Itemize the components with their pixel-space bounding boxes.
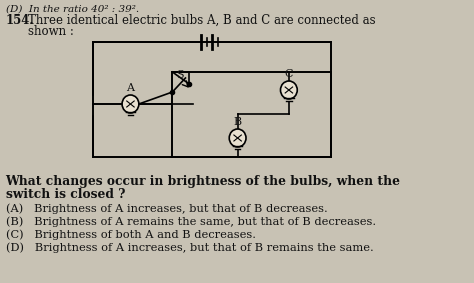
Text: (D)  In the ratio 40² : 39².: (D) In the ratio 40² : 39². xyxy=(6,5,139,14)
Circle shape xyxy=(122,95,139,113)
Text: shown :: shown : xyxy=(28,25,74,38)
Text: B: B xyxy=(234,117,242,127)
Circle shape xyxy=(229,129,246,147)
Text: switch is closed ?: switch is closed ? xyxy=(6,188,125,201)
Bar xyxy=(173,72,331,157)
Text: What changes occur in brightness of the bulbs, when the: What changes occur in brightness of the … xyxy=(6,175,401,188)
Text: (C)   Brightness of both A and B decreases.: (C) Brightness of both A and B decreases… xyxy=(6,229,255,240)
Text: A: A xyxy=(127,83,135,93)
Bar xyxy=(93,42,331,157)
Text: Three identical electric bulbs A, B and C are connected as: Three identical electric bulbs A, B and … xyxy=(28,14,375,27)
Circle shape xyxy=(281,81,297,99)
Text: 154.: 154. xyxy=(6,14,34,27)
Text: (A)   Brightness of A increases, but that of B decreases.: (A) Brightness of A increases, but that … xyxy=(6,203,328,214)
Text: (B)   Brightness of A remains the same, but that of B decreases.: (B) Brightness of A remains the same, bu… xyxy=(6,216,376,227)
Text: C: C xyxy=(284,69,293,79)
Text: S: S xyxy=(176,70,183,80)
Text: (D)   Brightness of A increases, but that of B remains the same.: (D) Brightness of A increases, but that … xyxy=(6,242,374,252)
